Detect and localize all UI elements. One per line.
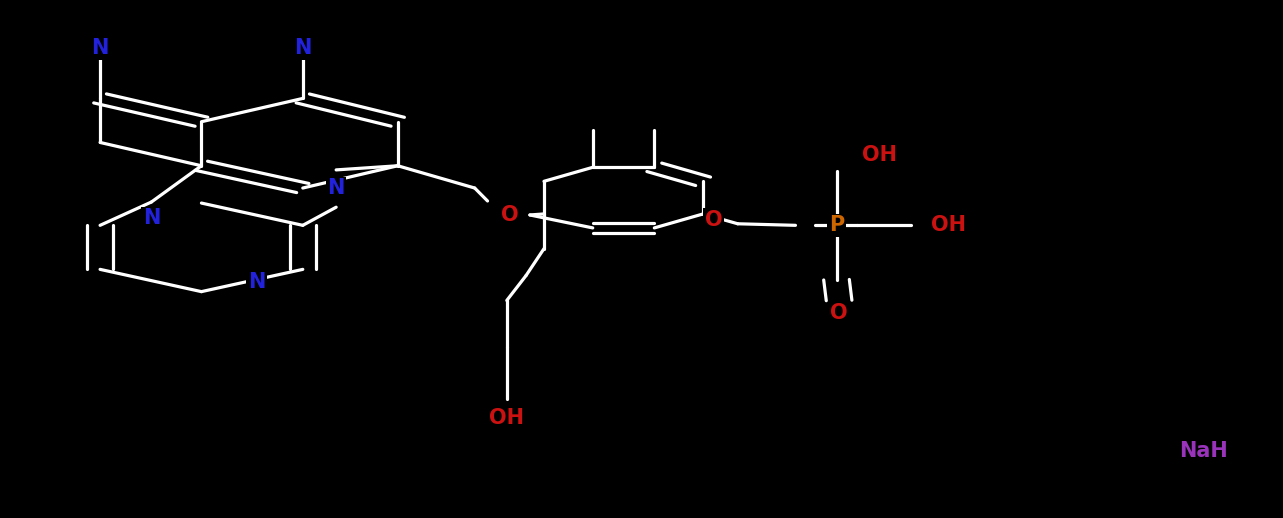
Text: OH: OH [489,408,525,428]
Text: N: N [248,272,266,292]
Text: O: O [830,304,848,323]
Text: O: O [500,205,518,225]
Text: O: O [704,210,722,229]
Text: NaH: NaH [1179,441,1228,461]
Text: OH: OH [862,146,897,165]
Text: N: N [91,38,109,58]
Text: N: N [142,208,160,228]
Text: OH: OH [931,215,966,235]
Text: N: N [294,38,312,58]
Text: N: N [327,178,345,198]
Text: P: P [829,215,844,235]
